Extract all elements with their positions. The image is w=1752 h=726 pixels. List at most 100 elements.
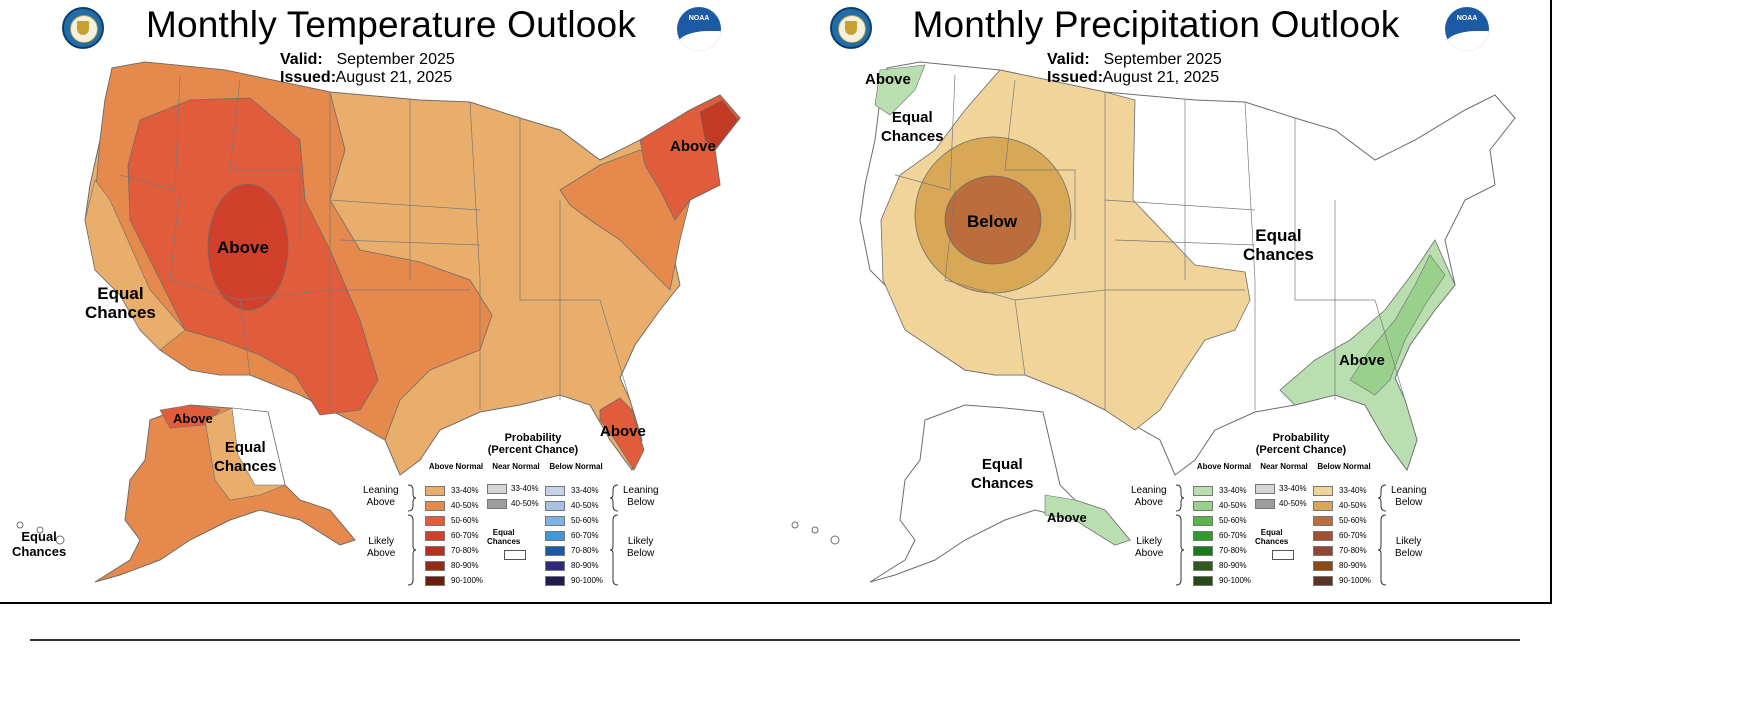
figure-frame: [0, 0, 1552, 604]
legend-swatch-below: [545, 516, 565, 526]
issued-value: August 21, 2025: [335, 69, 453, 86]
legend-level-below: 40-50%: [571, 501, 599, 510]
legend-title-line1: Probability: [504, 432, 562, 444]
legend-swatch-below: [1313, 546, 1333, 556]
legend-leaning-above-line1: Leaning: [1131, 485, 1167, 496]
equal-chances-ak-line2: Chances: [971, 475, 1034, 492]
legend-swatch-above: [425, 546, 445, 556]
legend-level-above: 70-80%: [451, 546, 479, 555]
legend-leaning-above-line2: Above: [366, 497, 395, 508]
legend-leaning-above: Leaning Above: [1131, 485, 1167, 509]
legend-equal-chances: Equal Chances: [487, 528, 520, 546]
noaa-logo-icon: NOAA: [1445, 7, 1489, 51]
equal-chances-hi-line2: Chances: [12, 544, 67, 559]
legend-level-near: 33-40%: [511, 484, 539, 493]
label-above-northeast: Above: [670, 138, 716, 155]
label-above-pnw: Above: [865, 71, 911, 88]
legend-level-above: 80-90%: [1219, 561, 1247, 570]
label-above-ak-panhandle: Above: [1047, 510, 1087, 525]
equal-chances-hi-line1: Equal: [21, 529, 57, 544]
legend-likely-above: Likely Above: [367, 536, 395, 560]
temperature-legend: Probability (Percent Chance) Above Normal N…: [363, 432, 663, 592]
legend-swatch-above: [425, 501, 445, 511]
legend-swatch-below: [545, 546, 565, 556]
legend-level-near: 40-50%: [1279, 499, 1307, 508]
legend-swatch-above: [1193, 531, 1213, 541]
legend-brace-leaning-below: [1377, 484, 1387, 512]
legend-likely-below-line2: Below: [1395, 548, 1423, 559]
precip-above-pnw: [874, 64, 926, 116]
legend-level-below: 90-100%: [571, 576, 604, 585]
precip-below-50-60: [944, 175, 1042, 265]
precipitation-legend: Probability (Percent Chance) Above Normal N…: [1131, 432, 1431, 592]
issued-label: Issued:: [1047, 69, 1104, 86]
label-above-alaska: Above: [173, 411, 213, 426]
legend-swatch-below: [545, 576, 565, 586]
legend-col-above-normal: Above Normal: [1196, 462, 1252, 471]
legend-swatch-above: [425, 561, 445, 571]
legend-level-below: 80-90%: [571, 561, 599, 570]
label-equal-chances-ak: Equal Chances: [971, 455, 1034, 493]
legend-swatch-below: [545, 531, 565, 541]
legend-brace-leaning-above: [1175, 484, 1185, 512]
legend-equal-line1: Equal: [1260, 528, 1283, 537]
legend-level-above: 50-60%: [1219, 516, 1247, 525]
legend-col-below-normal: Below Normal: [549, 462, 603, 471]
equal-chances-ca-line2: Chances: [85, 303, 156, 322]
legend-swatch-above: [1193, 546, 1213, 556]
valid-label: Valid:: [280, 51, 323, 68]
legend-col-above-normal: Above Normal: [428, 462, 484, 471]
legend-swatch-below: [1313, 486, 1333, 496]
legend-swatch-below: [1313, 501, 1333, 511]
label-equal-chances-hi: Equal Chances: [12, 529, 66, 559]
legend-equal-line2: Chances: [1255, 537, 1289, 546]
legend-title-line1: Probability: [1272, 432, 1330, 444]
legend-leaning-below-line2: Below: [1395, 497, 1423, 508]
equal-chances-ak-line1: Equal: [981, 456, 1023, 473]
legend-swatch-near: [1255, 484, 1275, 494]
legend-equal-line2: Chances: [487, 537, 521, 546]
legend-level-below: 60-70%: [571, 531, 599, 540]
legend-col-near-normal: Near Normal: [492, 462, 540, 471]
legend-swatch-below: [1313, 531, 1333, 541]
hawaii-outline: [16, 521, 65, 545]
label-equal-chances-east: Equal Chances: [1243, 226, 1314, 264]
legend-brace-leaning-above: [407, 484, 417, 512]
legend-level-below: 50-60%: [571, 516, 599, 525]
equal-chances-east-line1: Equal: [1255, 226, 1302, 245]
legend-leaning-above: Leaning Above: [363, 485, 399, 509]
legend-swatch-below: [1313, 516, 1333, 526]
legend-brace-likely-above: [407, 514, 417, 586]
legend-likely-below: Likely Below: [1395, 536, 1422, 560]
legend-leaning-above-line2: Above: [1134, 497, 1163, 508]
legend-leaning-below-line1: Leaning: [1391, 485, 1427, 496]
temperature-map: [16, 61, 741, 583]
temp-equal-chances-ca: [84, 179, 186, 351]
alaska-outline: [869, 404, 1131, 583]
legend-level-below: 70-80%: [1339, 546, 1367, 555]
legend-likely-below: Likely Below: [627, 536, 654, 560]
legend-brace-likely-above: [1175, 514, 1185, 586]
legend-swatch-above: [1193, 501, 1213, 511]
legend-level-below: 80-90%: [1339, 561, 1367, 570]
legend-likely-above-line1: Likely: [1136, 536, 1162, 547]
legend-swatch-below: [545, 501, 565, 511]
legend-equal-swatch: [1272, 550, 1294, 560]
alaska-panhandle-above: [1044, 494, 1131, 546]
temperature-title: Monthly Temperature Outlook: [145, 4, 637, 45]
commerce-seal-icon: [830, 7, 872, 49]
legend-level-above: 60-70%: [451, 531, 479, 540]
precipitation-title: Monthly Precipitation Outlook: [912, 4, 1400, 45]
legend-swatch-above: [425, 576, 445, 586]
valid-label: Valid:: [1047, 51, 1090, 68]
legend-level-above: 50-60%: [451, 516, 479, 525]
label-above-west: Above: [217, 238, 269, 257]
label-equal-chances-ca: Equal Chances: [85, 284, 156, 322]
legend-title: Probability (Percent Chance): [403, 432, 663, 456]
temperature-meta: Valid: September 2025 Issued: August 21,…: [280, 51, 455, 87]
commerce-seal-icon: [62, 7, 104, 49]
valid-value: September 2025: [336, 51, 455, 68]
legend-level-above: 40-50%: [1219, 501, 1247, 510]
legend-swatch-below: [545, 561, 565, 571]
noaa-logo-icon: NOAA: [677, 7, 721, 51]
